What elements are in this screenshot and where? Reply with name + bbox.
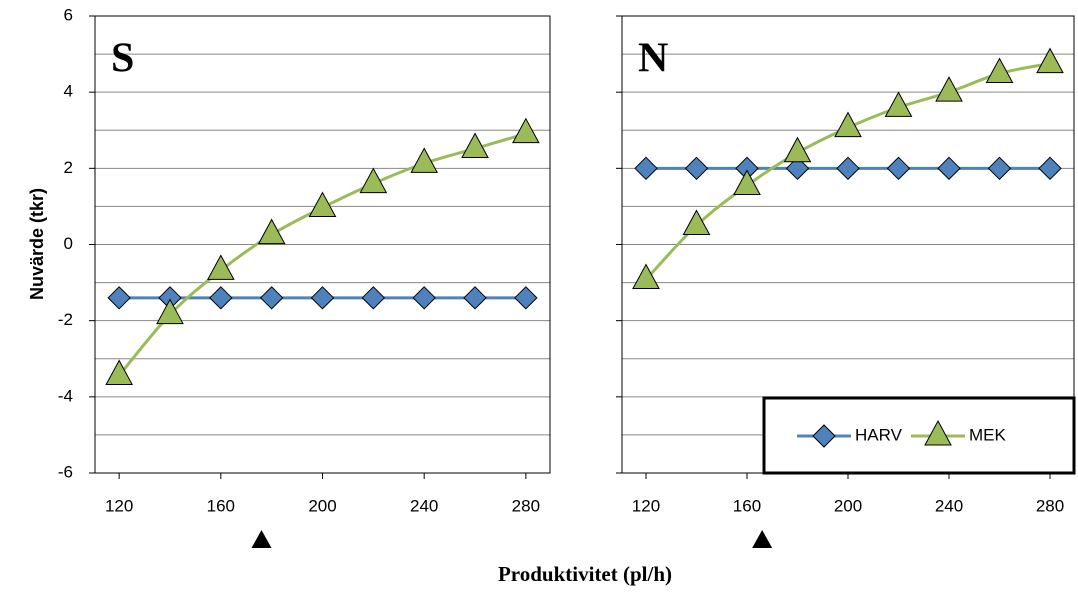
x-tick-label: 200 — [308, 496, 336, 515]
y-tick-label: -4 — [58, 386, 73, 405]
diamond-marker — [634, 156, 658, 181]
x-tick-label: 160 — [733, 496, 761, 515]
diamond-marker — [514, 286, 538, 310]
diamond-marker — [886, 156, 911, 181]
panel: -6 -4 -2 0 2 4 6 120 160 200 240 280 S — [58, 5, 551, 548]
triangle-marker — [935, 76, 963, 102]
diamond-marker — [785, 156, 810, 181]
triangle-marker — [733, 169, 761, 195]
y-tick-label: 0 — [64, 234, 73, 253]
x-tick-label: 120 — [632, 496, 660, 515]
legend-label: MEK — [969, 425, 1007, 444]
x-tick-label: 280 — [512, 496, 540, 515]
triangle-marker — [682, 209, 711, 235]
diamond-marker — [987, 156, 1012, 181]
diamond-marker — [361, 286, 386, 310]
y-tick-label: -6 — [58, 462, 73, 481]
diamond-marker — [812, 424, 836, 448]
y-tick-label: 2 — [64, 158, 73, 177]
panel-label: N — [638, 36, 668, 82]
y-tick-label: 6 — [64, 5, 73, 24]
x-axis-label: Produktivitet (pl/h) — [498, 562, 672, 586]
triangle-marker — [410, 147, 439, 173]
y-axis-label: Nuvärde (tkr) — [27, 188, 47, 300]
triangle-marker — [783, 136, 812, 163]
legend: HARV MEK — [762, 396, 1076, 475]
triangle-marker — [834, 111, 862, 138]
triangle-marker — [512, 117, 540, 144]
triangle-marker — [884, 91, 913, 117]
diamond-marker — [463, 286, 487, 310]
diamond-marker — [209, 286, 233, 310]
diamond-marker — [836, 156, 860, 181]
y-tick-label: -2 — [58, 310, 73, 329]
diamond-marker — [107, 286, 131, 310]
y-tick-label: 4 — [64, 82, 73, 101]
triangle-marker — [359, 167, 388, 194]
series-line — [117, 132, 527, 377]
diamond-marker — [684, 156, 709, 181]
x-tick-label: 280 — [1036, 496, 1064, 515]
break-even-marker — [752, 530, 773, 548]
x-tick-label: 160 — [207, 496, 235, 515]
x-tick-label: 240 — [935, 496, 963, 515]
diamond-marker — [412, 286, 436, 310]
triangle-marker — [257, 218, 286, 245]
diamond-marker — [1038, 156, 1062, 181]
panel: 120 160 200 240 280 N HARV MEK — [616, 15, 1076, 548]
x-tick-label: 120 — [105, 496, 133, 515]
x-tick-label: 200 — [834, 496, 862, 515]
panel-label: S — [111, 36, 134, 82]
diamond-marker — [259, 286, 284, 310]
triangle-marker — [1036, 47, 1064, 74]
triangle-marker — [924, 419, 952, 446]
x-tick-label: 240 — [410, 496, 438, 515]
triangle-marker — [105, 359, 133, 386]
legend-label: HARV — [855, 425, 903, 444]
diamond-marker — [937, 156, 961, 181]
diamond-marker — [310, 286, 335, 310]
triangle-marker — [985, 57, 1014, 84]
triangle-marker — [461, 132, 489, 159]
triangle-marker — [632, 263, 660, 290]
triangle-marker — [206, 254, 235, 280]
break-even-marker — [251, 530, 272, 548]
triangle-marker — [156, 298, 184, 325]
triangle-marker — [308, 191, 337, 218]
